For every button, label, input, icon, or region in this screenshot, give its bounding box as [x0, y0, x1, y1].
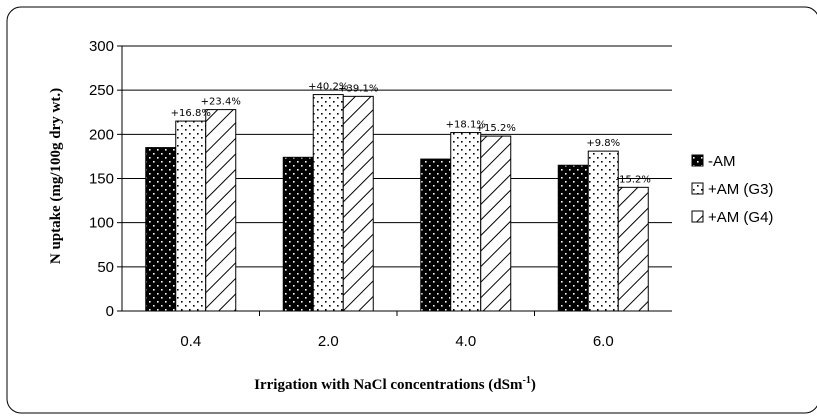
bar-dots-on-white: [312, 94, 344, 312]
legend-swatch: [691, 182, 704, 195]
bar-data-label: +9.8%: [586, 138, 620, 149]
legend-swatch: [691, 210, 704, 223]
legend: -AM +AM (G3) +AM (G4): [691, 153, 773, 226]
bar-dots-on-white: [587, 150, 619, 312]
bar-dots-on-black: [420, 158, 452, 312]
legend-label: +AM (G3): [708, 181, 773, 198]
bar-data-label: +23.4%: [201, 97, 241, 108]
y-tick-label: 50: [97, 259, 114, 276]
y-tick-label: 250: [89, 82, 114, 99]
y-tick-label: 0: [106, 303, 114, 320]
legend-label: +AM (G4): [708, 209, 773, 226]
bar-data-label: -15.2%: [616, 174, 651, 185]
bars: [145, 94, 649, 312]
data-labels: +16.8%+23.4% +40.2%+39.1% +18.1%+15.2% +9.8…: [171, 82, 651, 186]
bar-dots-on-black: [557, 164, 589, 312]
bar-dots-on-black: [282, 156, 314, 312]
legend-label: -AM: [708, 153, 736, 170]
bar-data-label: +16.8%: [171, 108, 211, 119]
bar-dots-on-white: [175, 120, 207, 312]
x-axis-ticks: 0.4 2.0 4.0 6.0: [180, 311, 614, 350]
x-tick-label: 4.0: [455, 333, 476, 350]
bar-dots-on-black: [145, 147, 177, 312]
legend-swatch: [691, 154, 704, 167]
x-tick-label: 0.4: [180, 333, 201, 350]
bar-data-label: +40.2%: [308, 82, 348, 93]
bar-diagonal-hatch: [205, 109, 237, 312]
y-tick-label: 300: [89, 38, 114, 55]
bar-diagonal-hatch: [480, 135, 512, 312]
y-axis-title: N uptake (mg/100g dry wt.): [48, 88, 64, 264]
x-axis-title-superscript: -1: [522, 375, 530, 386]
bar-data-label: +39.1%: [338, 83, 378, 94]
x-axis-title-end: ): [531, 377, 536, 393]
y-axis-ticks: 0 50 100 150 200 250 300: [89, 38, 122, 320]
y-tick-label: 150: [89, 171, 114, 188]
bar-diagonal-hatch: [342, 95, 374, 312]
bar-diagonal-hatch: [617, 186, 649, 312]
y-tick-label: 100: [89, 215, 114, 232]
bar-data-label: +18.1%: [446, 120, 486, 131]
chart-frame: [6, 6, 817, 414]
x-axis-title-main: Irrigation with NaCl concentrations (dSm: [254, 377, 523, 393]
x-tick-label: 6.0: [593, 333, 614, 350]
bar-data-label: +15.2%: [476, 123, 516, 134]
x-axis-title: Irrigation with NaCl concentrations (dSm…: [254, 375, 536, 393]
x-tick-label: 2.0: [318, 333, 339, 350]
bar-dots-on-white: [450, 132, 482, 312]
y-tick-label: 200: [89, 126, 114, 143]
